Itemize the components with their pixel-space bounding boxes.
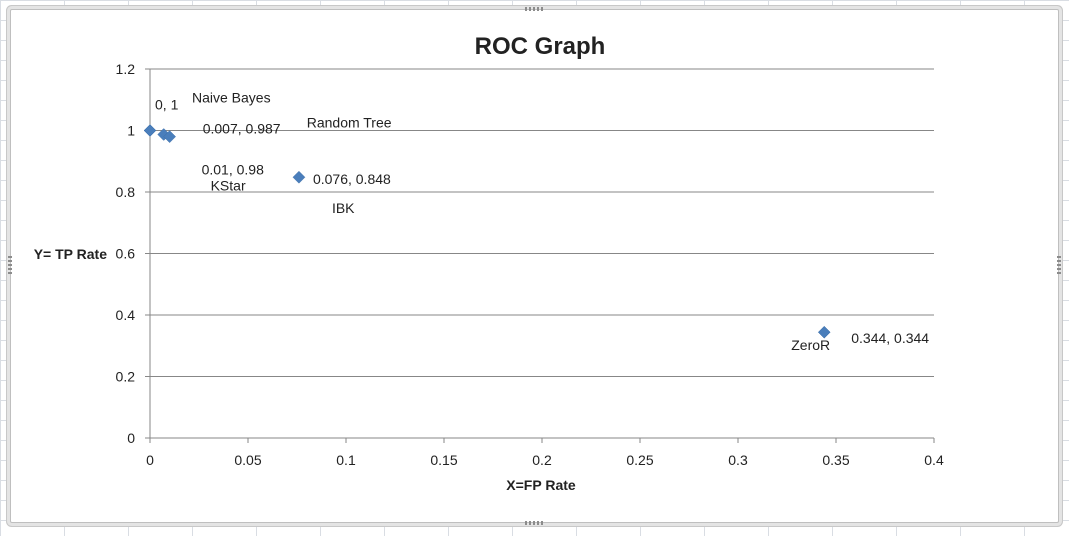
- y-tick-label: 0.8: [116, 184, 136, 200]
- data-value-label: 0.01, 0.98: [202, 162, 264, 178]
- y-tick-label: 0: [127, 430, 135, 446]
- data-points: [143, 124, 831, 339]
- x-tick-label: 0.15: [430, 452, 457, 468]
- x-tick-label: 0: [146, 452, 154, 468]
- resize-handle-left[interactable]: [8, 256, 12, 274]
- y-axis-title: Y= TP Rate: [34, 246, 107, 262]
- data-point-diamond: [292, 170, 306, 184]
- series-name-label: ZeroR: [791, 337, 830, 353]
- x-axis-title: X=FP Rate: [506, 477, 576, 493]
- y-tick-label: 0.2: [116, 369, 136, 385]
- x-tick-label: 0.25: [626, 452, 653, 468]
- y-tick-label: 1: [127, 123, 135, 139]
- data-point-diamond: [163, 130, 176, 144]
- x-tick-label: 0.05: [234, 452, 261, 468]
- series-name-label: Naive Bayes: [192, 90, 271, 106]
- series-name-label: KStar: [211, 178, 246, 194]
- y-tick-label: 0.4: [116, 307, 136, 323]
- data-point-diamond: [817, 325, 831, 339]
- data-value-label: 0.344, 0.344: [851, 330, 929, 346]
- y-tick-label: 0.6: [116, 246, 136, 262]
- x-tick-label: 0.35: [822, 452, 849, 468]
- gridlines: [150, 68, 934, 377]
- series-name-label: Random Tree: [307, 114, 392, 130]
- data-value-label: 0.007, 0.987: [203, 120, 281, 136]
- x-tick-label: 0.1: [336, 452, 356, 468]
- resize-handle-right[interactable]: [1057, 256, 1061, 274]
- y-tick-labels: 0 0.2 0.4 0.6 0.8 1 1.2: [116, 61, 136, 446]
- chart-area[interactable]: [10, 9, 1059, 523]
- x-tick-labels: 0 0.05 0.1 0.15 0.2 0.25 0.3 0.35 0.4: [146, 452, 944, 468]
- y-tick-label: 1.2: [116, 61, 136, 77]
- data-point-diamond: [143, 124, 157, 137]
- series-name-label: IBK: [332, 200, 355, 216]
- data-value-label: 0.076, 0.848: [313, 171, 391, 187]
- data-value-label: 0, 1: [155, 97, 179, 113]
- chart-title: ROC Graph: [475, 33, 606, 60]
- x-tick-label: 0.4: [924, 452, 944, 468]
- x-tick-label: 0.2: [532, 452, 552, 468]
- data-labels: 0, 1 Naive Bayes 0.007, 0.987 Random Tree 0.…: [155, 90, 929, 354]
- x-tick-label: 0.3: [728, 452, 748, 468]
- resize-handle-bottom[interactable]: [525, 521, 543, 525]
- resize-handle-top[interactable]: [525, 7, 543, 11]
